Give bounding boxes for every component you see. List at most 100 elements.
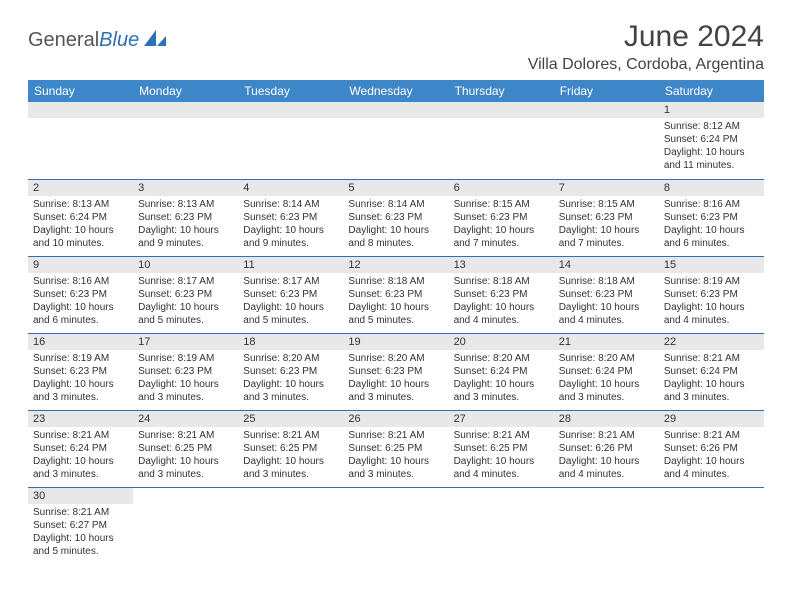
day-number: 12 [343, 257, 448, 273]
day-number: 23 [28, 411, 133, 427]
day-details: Sunrise: 8:21 AMSunset: 6:26 PMDaylight:… [554, 427, 659, 485]
day-details: Sunrise: 8:20 AMSunset: 6:23 PMDaylight:… [238, 350, 343, 408]
day-header: Thursday [449, 80, 554, 102]
calendar-empty-cell [133, 487, 238, 564]
day-details: Sunrise: 8:21 AMSunset: 6:25 PMDaylight:… [449, 427, 554, 485]
location: Villa Dolores, Cordoba, Argentina [528, 56, 764, 74]
calendar-day-cell: 24Sunrise: 8:21 AMSunset: 6:25 PMDayligh… [133, 410, 238, 487]
calendar-day-cell: 1Sunrise: 8:12 AMSunset: 6:24 PMDaylight… [659, 102, 764, 179]
title-block: June 2024 Villa Dolores, Cordoba, Argent… [528, 20, 764, 74]
calendar-day-cell: 26Sunrise: 8:21 AMSunset: 6:25 PMDayligh… [343, 410, 448, 487]
calendar-empty-cell [238, 102, 343, 179]
day-number: 5 [343, 180, 448, 196]
day-details: Sunrise: 8:15 AMSunset: 6:23 PMDaylight:… [449, 196, 554, 254]
day-details: Sunrise: 8:20 AMSunset: 6:24 PMDaylight:… [554, 350, 659, 408]
calendar-day-cell: 2Sunrise: 8:13 AMSunset: 6:24 PMDaylight… [28, 179, 133, 256]
calendar-empty-cell [554, 487, 659, 564]
calendar-week-row: 9Sunrise: 8:16 AMSunset: 6:23 PMDaylight… [28, 256, 764, 333]
logo-part2: Blue [99, 29, 139, 51]
empty-day-number [28, 102, 133, 118]
empty-day-number [449, 102, 554, 118]
day-details: Sunrise: 8:19 AMSunset: 6:23 PMDaylight:… [28, 350, 133, 408]
calendar-day-cell: 10Sunrise: 8:17 AMSunset: 6:23 PMDayligh… [133, 256, 238, 333]
empty-day-number [133, 102, 238, 118]
day-details: Sunrise: 8:15 AMSunset: 6:23 PMDaylight:… [554, 196, 659, 254]
day-number: 14 [554, 257, 659, 273]
day-details: Sunrise: 8:13 AMSunset: 6:24 PMDaylight:… [28, 196, 133, 254]
calendar-empty-cell [28, 102, 133, 179]
calendar-day-cell: 22Sunrise: 8:21 AMSunset: 6:24 PMDayligh… [659, 333, 764, 410]
calendar-day-cell: 12Sunrise: 8:18 AMSunset: 6:23 PMDayligh… [343, 256, 448, 333]
calendar-empty-cell [343, 102, 448, 179]
empty-day-number [554, 102, 659, 118]
day-number: 19 [343, 334, 448, 350]
day-details: Sunrise: 8:18 AMSunset: 6:23 PMDaylight:… [554, 273, 659, 331]
calendar-week-row: 2Sunrise: 8:13 AMSunset: 6:24 PMDaylight… [28, 179, 764, 256]
day-header: Friday [554, 80, 659, 102]
empty-day-number [238, 102, 343, 118]
calendar-empty-cell [554, 102, 659, 179]
day-details: Sunrise: 8:17 AMSunset: 6:23 PMDaylight:… [238, 273, 343, 331]
day-number: 28 [554, 411, 659, 427]
day-number: 30 [28, 488, 133, 504]
day-number: 4 [238, 180, 343, 196]
day-number: 7 [554, 180, 659, 196]
day-header-row: SundayMondayTuesdayWednesdayThursdayFrid… [28, 80, 764, 102]
day-number: 17 [133, 334, 238, 350]
empty-day-number [343, 102, 448, 118]
calendar-empty-cell [659, 487, 764, 564]
calendar-day-cell: 21Sunrise: 8:20 AMSunset: 6:24 PMDayligh… [554, 333, 659, 410]
day-details: Sunrise: 8:16 AMSunset: 6:23 PMDaylight:… [659, 196, 764, 254]
day-details: Sunrise: 8:21 AMSunset: 6:25 PMDaylight:… [238, 427, 343, 485]
day-number: 11 [238, 257, 343, 273]
calendar-day-cell: 29Sunrise: 8:21 AMSunset: 6:26 PMDayligh… [659, 410, 764, 487]
day-number: 6 [449, 180, 554, 196]
calendar-day-cell: 16Sunrise: 8:19 AMSunset: 6:23 PMDayligh… [28, 333, 133, 410]
logo: GeneralBlue [28, 28, 168, 53]
calendar-empty-cell [343, 487, 448, 564]
day-number: 1 [659, 102, 764, 118]
day-details: Sunrise: 8:17 AMSunset: 6:23 PMDaylight:… [133, 273, 238, 331]
calendar-empty-cell [449, 487, 554, 564]
day-details: Sunrise: 8:18 AMSunset: 6:23 PMDaylight:… [449, 273, 554, 331]
day-details: Sunrise: 8:14 AMSunset: 6:23 PMDaylight:… [343, 196, 448, 254]
sail-icon [142, 28, 168, 53]
calendar-day-cell: 4Sunrise: 8:14 AMSunset: 6:23 PMDaylight… [238, 179, 343, 256]
day-number: 3 [133, 180, 238, 196]
day-number: 26 [343, 411, 448, 427]
calendar-day-cell: 19Sunrise: 8:20 AMSunset: 6:23 PMDayligh… [343, 333, 448, 410]
day-details: Sunrise: 8:21 AMSunset: 6:24 PMDaylight:… [28, 427, 133, 485]
calendar-day-cell: 15Sunrise: 8:19 AMSunset: 6:23 PMDayligh… [659, 256, 764, 333]
month-title: June 2024 [528, 20, 764, 54]
day-details: Sunrise: 8:19 AMSunset: 6:23 PMDaylight:… [133, 350, 238, 408]
day-details: Sunrise: 8:12 AMSunset: 6:24 PMDaylight:… [659, 118, 764, 176]
day-number: 24 [133, 411, 238, 427]
calendar-empty-cell [238, 487, 343, 564]
day-number: 22 [659, 334, 764, 350]
logo-part1: General [28, 29, 99, 51]
day-header: Monday [133, 80, 238, 102]
calendar-empty-cell [449, 102, 554, 179]
calendar-day-cell: 20Sunrise: 8:20 AMSunset: 6:24 PMDayligh… [449, 333, 554, 410]
calendar-week-row: 30Sunrise: 8:21 AMSunset: 6:27 PMDayligh… [28, 487, 764, 564]
calendar-day-cell: 11Sunrise: 8:17 AMSunset: 6:23 PMDayligh… [238, 256, 343, 333]
calendar-week-row: 16Sunrise: 8:19 AMSunset: 6:23 PMDayligh… [28, 333, 764, 410]
day-details: Sunrise: 8:21 AMSunset: 6:25 PMDaylight:… [133, 427, 238, 485]
calendar-day-cell: 8Sunrise: 8:16 AMSunset: 6:23 PMDaylight… [659, 179, 764, 256]
day-number: 27 [449, 411, 554, 427]
calendar-empty-cell [133, 102, 238, 179]
day-number: 21 [554, 334, 659, 350]
calendar-day-cell: 27Sunrise: 8:21 AMSunset: 6:25 PMDayligh… [449, 410, 554, 487]
day-details: Sunrise: 8:16 AMSunset: 6:23 PMDaylight:… [28, 273, 133, 331]
calendar-table: SundayMondayTuesdayWednesdayThursdayFrid… [28, 80, 764, 564]
day-details: Sunrise: 8:21 AMSunset: 6:27 PMDaylight:… [28, 504, 133, 562]
calendar-day-cell: 5Sunrise: 8:14 AMSunset: 6:23 PMDaylight… [343, 179, 448, 256]
calendar-day-cell: 18Sunrise: 8:20 AMSunset: 6:23 PMDayligh… [238, 333, 343, 410]
day-header: Sunday [28, 80, 133, 102]
day-details: Sunrise: 8:21 AMSunset: 6:25 PMDaylight:… [343, 427, 448, 485]
calendar-day-cell: 3Sunrise: 8:13 AMSunset: 6:23 PMDaylight… [133, 179, 238, 256]
day-number: 10 [133, 257, 238, 273]
day-header: Wednesday [343, 80, 448, 102]
day-number: 2 [28, 180, 133, 196]
day-number: 16 [28, 334, 133, 350]
